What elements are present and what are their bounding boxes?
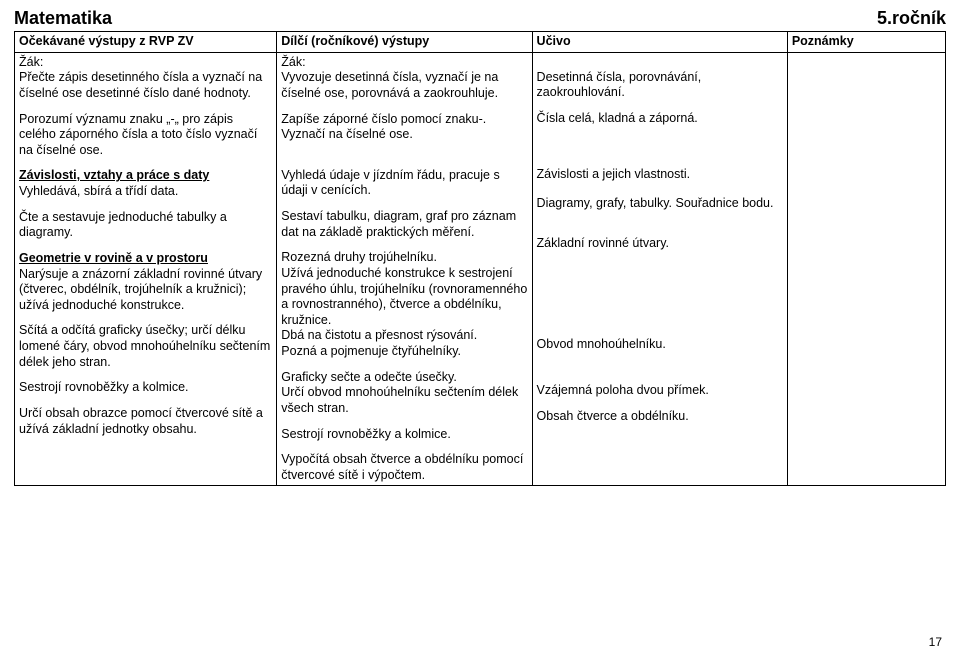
curriculum-table: Očekávané výstupy z RVP ZV Dílčí (ročník… xyxy=(14,31,946,486)
c2-block4: Sestaví tabulku, diagram, graf pro zázna… xyxy=(281,209,527,240)
header-col2: Dílčí (ročníkové) výstupy xyxy=(277,32,532,53)
c1-block3: Vyhledává, sbírá a třídí data. xyxy=(19,184,272,200)
grade-label: 5.ročník xyxy=(877,8,946,29)
spacer xyxy=(537,222,783,236)
cell-col4 xyxy=(787,52,945,486)
section-title-1: Závislosti, vztahy a práce s daty xyxy=(19,168,272,184)
spacer xyxy=(537,261,783,337)
cell-col3: Desetinná čísla, porovnávání, zaokrouhlo… xyxy=(532,52,787,486)
c1-block8: Určí obsah obrazce pomocí čtvercové sítě… xyxy=(19,406,272,437)
c2-block7: Sestrojí rovnoběžky a kolmice. xyxy=(281,427,527,443)
c3-block4: Diagramy, grafy, tabulky. Souřadnice bod… xyxy=(537,196,783,212)
c2-block6: Graficky sečte a odečte úsečky. Určí obv… xyxy=(281,370,527,417)
cell-col2: Žák: Vyvozuje desetinná čísla, vyznačí j… xyxy=(277,52,532,486)
header-col3: Učivo xyxy=(532,32,787,53)
pupil-intro: Žák: xyxy=(19,55,272,71)
pupil-intro-2: Žák: xyxy=(281,55,527,71)
header-col1: Očekávané výstupy z RVP ZV xyxy=(15,32,277,53)
c1-block6: Sčítá a odčítá graficky úsečky; určí dél… xyxy=(19,323,272,370)
body-row: Žák: Přečte zápis desetinného čísla a vy… xyxy=(15,52,946,486)
c2-block2: Zapíše záporné číslo pomocí znaku-. Vyzn… xyxy=(281,112,527,143)
subject-title: Matematika xyxy=(14,8,112,29)
spacer xyxy=(537,363,783,383)
c2-block8: Vypočítá obsah čtverce a obdélníku pomoc… xyxy=(281,452,527,483)
c3-block1: Desetinná čísla, porovnávání, zaokrouhlo… xyxy=(537,70,783,101)
c1-block2: Porozumí významu znaku „-„ pro zápis cel… xyxy=(19,112,272,159)
spacer xyxy=(281,153,527,168)
c2-block5: Rozezná druhy trojúhelníku. Užívá jednod… xyxy=(281,250,527,359)
header-col4: Poznámky xyxy=(787,32,945,53)
c3-block5: Základní rovinné útvary. xyxy=(537,236,783,252)
c1-block4: Čte a sestavuje jednoduché tabulky a dia… xyxy=(19,210,272,241)
c1-block5: Narýsuje a znázorní základní rovinné útv… xyxy=(19,267,272,314)
c3-block7: Vzájemná poloha dvou přímek. xyxy=(537,383,783,399)
c2-block1: Vyvozuje desetinná čísla, vyznačí je na … xyxy=(281,70,527,101)
header-row: Očekávané výstupy z RVP ZV Dílčí (ročník… xyxy=(15,32,946,53)
c3-block3: Závislosti a jejich vlastnosti. xyxy=(537,167,783,183)
spacer xyxy=(537,137,783,167)
c1-block7: Sestrojí rovnoběžky a kolmice. xyxy=(19,380,272,396)
c3-block8: Obsah čtverce a obdélníku. xyxy=(537,409,783,425)
c3-block6: Obvod mnohoúhelníku. xyxy=(537,337,783,353)
c2-block3: Vyhledá údaje v jízdním řádu, pracuje s … xyxy=(281,168,527,199)
c1-block1: Přečte zápis desetinného čísla a vyznačí… xyxy=(19,70,272,101)
section-title-2: Geometrie v rovině a v prostoru xyxy=(19,251,272,267)
title-row: Matematika 5.ročník xyxy=(14,8,946,29)
c3-block2: Čísla celá, kladná a záporná. xyxy=(537,111,783,127)
cell-col1: Žák: Přečte zápis desetinného čísla a vy… xyxy=(15,52,277,486)
page-number: 17 xyxy=(929,635,942,649)
spacer xyxy=(537,55,783,70)
page: Matematika 5.ročník Očekávané výstupy z … xyxy=(0,0,960,653)
